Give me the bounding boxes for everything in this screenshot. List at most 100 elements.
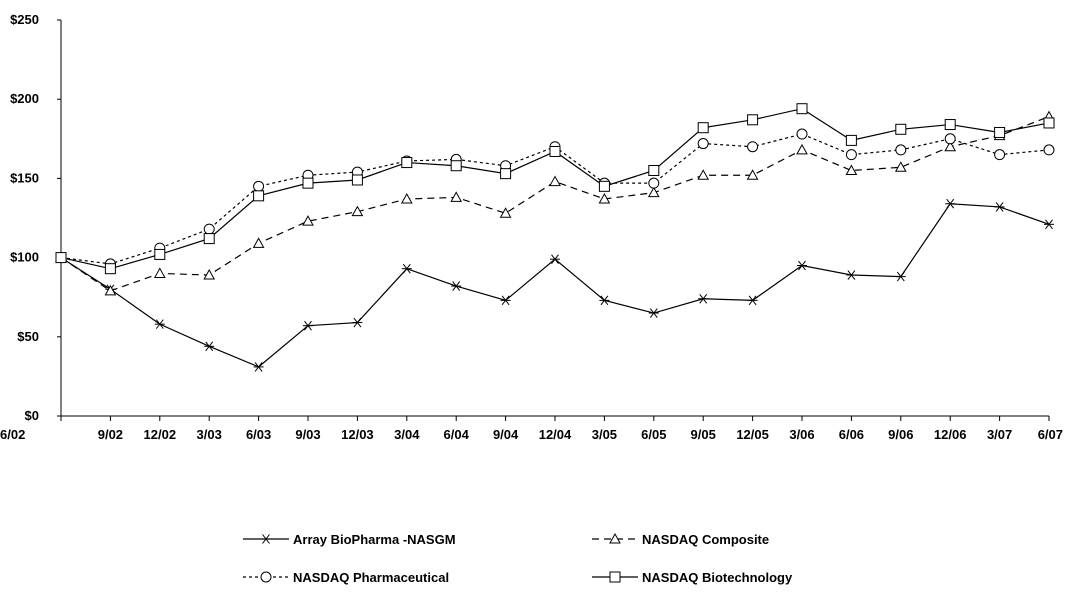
data-point (994, 202, 1005, 212)
data-point (302, 215, 314, 226)
legend-label: NASDAQ Pharmaceutical (293, 570, 449, 585)
data-point (500, 168, 512, 180)
data-point (945, 198, 956, 209)
legend-marker (260, 571, 272, 583)
legend-item: Array BioPharma -NASGM (243, 532, 456, 547)
x-tick-label: 9/04 (493, 427, 519, 442)
data-point (895, 144, 907, 156)
data-point (648, 164, 660, 176)
data-point (796, 128, 808, 140)
y-tick-label: $250 (10, 12, 39, 27)
x-tick-label: 12/06 (934, 427, 967, 442)
data-point (895, 123, 907, 135)
x-tick-label: 9/02 (98, 427, 123, 442)
data-point (104, 284, 117, 296)
data-point (698, 293, 709, 304)
data-point (845, 149, 857, 161)
x-tick-label: 3/07 (987, 427, 1012, 442)
data-point (302, 177, 314, 189)
data-point (499, 207, 512, 218)
series-1 (55, 110, 1055, 296)
data-point (944, 119, 956, 131)
data-point (697, 122, 709, 134)
data-point (1044, 219, 1054, 230)
data-point (747, 141, 759, 153)
x-tick-label: 6/07 (1038, 427, 1063, 442)
data-point (204, 341, 215, 352)
x-tick-label: 6/04 (444, 427, 470, 442)
data-point (153, 267, 166, 278)
data-point (500, 295, 511, 306)
data-point (797, 260, 807, 271)
y-tick-label: $150 (10, 170, 39, 185)
legend-marker (261, 534, 271, 544)
data-point (550, 254, 560, 264)
x-tick-label: 12/04 (539, 427, 572, 442)
data-point (104, 263, 116, 275)
data-point (400, 192, 413, 204)
data-point (351, 174, 363, 186)
data-point (549, 175, 561, 187)
legend-item: NASDAQ Pharmaceutical (243, 570, 449, 585)
data-point (450, 191, 463, 202)
data-point (203, 268, 216, 280)
data-point (697, 138, 709, 150)
x-tick-label: 12/03 (341, 427, 374, 442)
data-point (747, 114, 759, 126)
data-point (845, 164, 858, 175)
x-tick-label: 3/04 (394, 427, 420, 442)
data-point (647, 186, 660, 198)
data-point (648, 177, 660, 189)
data-point (944, 133, 956, 145)
data-point (303, 320, 313, 331)
data-point (253, 190, 265, 202)
data-point (203, 233, 215, 245)
y-tick-label: $200 (10, 91, 39, 106)
data-point (450, 160, 462, 172)
legend-label: NASDAQ Composite (642, 532, 769, 547)
data-point (747, 295, 758, 306)
x-tick-label: 3/05 (592, 427, 617, 442)
x-tick-label: 3/03 (197, 427, 222, 442)
x-tick-label: 12/02 (144, 427, 177, 442)
data-point (895, 271, 906, 282)
data-point (796, 103, 808, 115)
data-point (894, 161, 907, 172)
x-tick-label: 9/06 (888, 427, 913, 442)
data-point (648, 308, 659, 318)
y-tick-label: $50 (17, 329, 39, 344)
data-point (55, 252, 67, 264)
data-point (697, 169, 710, 180)
data-point (746, 169, 759, 180)
data-point (401, 263, 412, 274)
x-tick-label: 9/03 (295, 427, 320, 442)
legend-label: Array BioPharma -NASGM (293, 532, 456, 547)
x-tick-label: 6/02 (0, 427, 25, 442)
data-point (401, 157, 413, 169)
chart-series (55, 103, 1055, 372)
data-point (994, 149, 1006, 161)
data-point (598, 180, 610, 192)
data-point (994, 126, 1006, 138)
data-point (154, 248, 166, 260)
data-point (549, 145, 561, 157)
data-point (203, 223, 215, 235)
data-point (351, 205, 364, 217)
data-point (598, 192, 611, 204)
chart-axes: $0 $50 $100 $150 $200 $250 6/02 9/02 12/02 3/03 6/… (0, 12, 1063, 442)
x-tick-label: 6/05 (641, 427, 666, 442)
data-point (944, 140, 957, 152)
data-point (252, 237, 265, 248)
x-tick-label: 6/03 (246, 427, 271, 442)
data-point (253, 180, 265, 192)
x-tick-label: 3/06 (789, 427, 814, 442)
legend-label: NASDAQ Biotechnology (642, 570, 793, 585)
data-point (1043, 117, 1055, 129)
data-point (352, 317, 363, 328)
data-point (1043, 144, 1055, 156)
data-point (451, 281, 462, 291)
data-point (845, 134, 857, 146)
series-line (60, 116, 1050, 292)
data-point (846, 270, 857, 280)
